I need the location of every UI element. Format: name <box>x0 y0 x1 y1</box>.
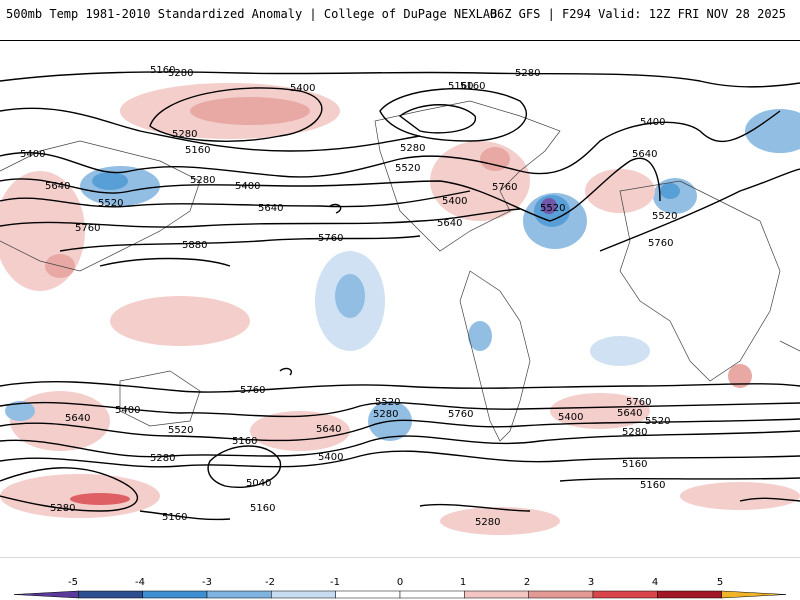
contour-label: 5640 <box>632 149 657 160</box>
colorbar-segment <box>592 590 658 599</box>
contour-label: 5400 <box>640 117 665 128</box>
contour-label: 5400 <box>290 83 315 94</box>
colorbar-segment <box>399 590 465 599</box>
contour-label: 5280 <box>50 503 75 514</box>
colorbar-tick: 3 <box>588 577 594 588</box>
anomaly-shading <box>0 41 800 559</box>
contour-label: 5640 <box>65 413 90 424</box>
contour-label: 5160 <box>150 65 175 76</box>
colorbar-tick: 4 <box>652 577 658 588</box>
model-run-info: 06Z GFS | F294 Valid: 12Z FRI NOV 28 202… <box>489 7 786 21</box>
map-canvas: 5280 5400 5160 5280 5160 5280 5400 5520 … <box>0 41 800 559</box>
colorbar-segments <box>13 590 787 599</box>
contour-label: 5280 <box>400 143 425 154</box>
contour-label: 5760 <box>75 223 100 234</box>
colorbar-tick: -4 <box>135 577 145 588</box>
contour-label: 5400 <box>558 412 583 423</box>
contour-label: 5520 <box>652 211 677 222</box>
map-header: 500mb Temp 1981-2010 Standardized Anomal… <box>0 0 800 36</box>
contour-label: 5640 <box>316 424 341 435</box>
colorbar-segment <box>657 590 722 599</box>
colorbar-segment <box>206 590 272 599</box>
contour-label: 5760 <box>448 409 473 420</box>
contour-label: 5160 <box>185 145 210 156</box>
contour-label: 5520 <box>375 397 400 408</box>
contour-label: 5280 <box>373 409 398 420</box>
contour-label: 5160 <box>640 480 665 491</box>
colorbar-segment <box>13 590 79 599</box>
contour-label: 5160 <box>448 81 473 92</box>
colorbar: -5 -4 -3 -2 -1 0 1 2 3 4 5 <box>0 560 800 600</box>
contour-label: 5280 <box>622 427 647 438</box>
colorbar-tick: 2 <box>524 577 530 588</box>
coastlines <box>0 100 800 442</box>
anomaly-map: 5280 5400 5160 5280 5160 5280 5400 5520 … <box>0 40 800 559</box>
height-contours <box>0 71 800 521</box>
colorbar-tick: -5 <box>68 577 78 588</box>
contour-label: 5280 <box>168 68 193 79</box>
contour-label: 5760 <box>648 238 673 249</box>
contour-label: 5160 <box>460 81 485 92</box>
colorbar-segment <box>721 590 787 599</box>
contour-label: 5760 <box>318 233 343 244</box>
colorbar-segment <box>271 590 336 599</box>
contour-label: 5160 <box>250 503 275 514</box>
colorbar-tick: 0 <box>397 577 403 588</box>
colorbar-tick: -2 <box>265 577 275 588</box>
contour-label: 5400 <box>318 452 343 463</box>
map-title: 500mb Temp 1981-2010 Standardized Anomal… <box>6 7 498 21</box>
colorbar-tick: 5 <box>717 577 723 588</box>
colorbar-segment <box>335 590 401 599</box>
contour-label: 5280 <box>515 68 540 79</box>
contour-label: 5520 <box>540 203 565 214</box>
colorbar-tick: 1 <box>460 577 466 588</box>
contour-label: 5280 <box>475 517 500 528</box>
contour-label: 5760 <box>626 397 651 408</box>
colorbar-tick: -3 <box>202 577 212 588</box>
colorbar-ticks: -5 -4 -3 -2 -1 0 1 2 3 4 5 <box>68 577 723 588</box>
contour-label: 5040 <box>246 478 271 489</box>
contour-label: 5160 <box>622 459 647 470</box>
colorbar-segment <box>464 590 529 599</box>
contour-label: 5640 <box>45 181 70 192</box>
contour-label: 5880 <box>182 240 207 251</box>
colorbar-segment <box>78 590 143 599</box>
contour-label: 5520 <box>168 425 193 436</box>
contour-labels: 5280 5400 5160 5280 5160 5280 5400 5520 … <box>20 65 677 528</box>
contour-label: 5400 <box>235 181 260 192</box>
contour-label: 5520 <box>645 416 670 427</box>
contour-label: 5760 <box>492 182 517 193</box>
contour-label: 5400 <box>115 405 140 416</box>
contour-label: 5520 <box>98 198 123 209</box>
contour-label: 5760 <box>240 385 265 396</box>
contour-label: 5640 <box>258 203 283 214</box>
colorbar-tick: -1 <box>330 577 340 588</box>
colorbar-segment <box>528 590 594 599</box>
colorbar-svg: -5 -4 -3 -2 -1 0 1 2 3 4 5 <box>13 577 787 599</box>
contour-label: 5640 <box>617 408 642 419</box>
contour-label: 5160 <box>162 512 187 523</box>
contour-label: 5280 <box>172 129 197 140</box>
contour-label: 5640 <box>437 218 462 229</box>
contour-label: 5280 <box>150 453 175 464</box>
colorbar-segment <box>142 590 208 599</box>
contour-label: 5520 <box>395 163 420 174</box>
contour-label: 5400 <box>442 196 467 207</box>
contour-label: 5400 <box>20 149 45 160</box>
contour-label: 5280 <box>190 175 215 186</box>
contour-label: 5160 <box>232 436 257 447</box>
